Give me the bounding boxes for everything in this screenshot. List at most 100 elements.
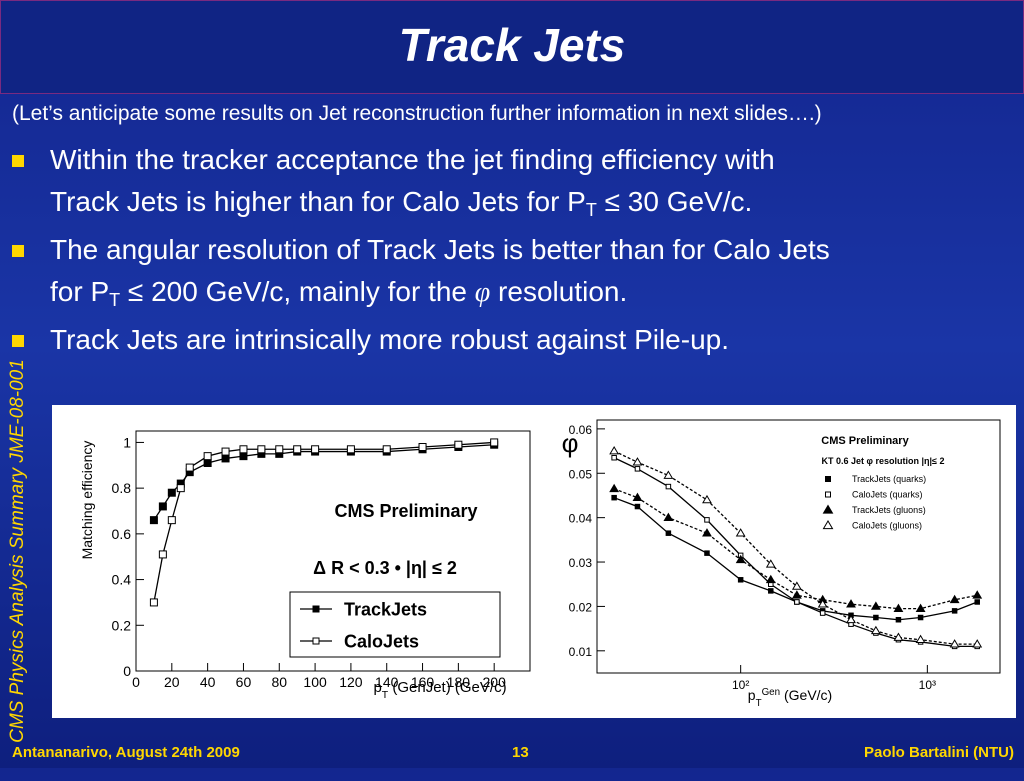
y-tick-label: 0.2	[112, 617, 132, 633]
bullet-text: Track Jets is higher than for Calo Jets …	[50, 186, 586, 217]
marker	[611, 454, 617, 461]
x-tick-label: 40	[200, 674, 216, 690]
marker	[735, 528, 746, 537]
subtitle: (Let’s anticipate some results on Jet re…	[12, 102, 822, 125]
marker	[665, 483, 672, 490]
subscript: T	[585, 200, 597, 220]
marker	[949, 639, 960, 648]
marker	[149, 598, 158, 607]
marker	[663, 512, 674, 521]
marker	[949, 594, 960, 604]
y-tick-label: 0.02	[569, 600, 593, 614]
marker	[609, 446, 620, 455]
y-tick-label: 0.6	[112, 526, 132, 542]
x-tick-label: 200	[483, 674, 507, 690]
plot-frame	[135, 430, 531, 672]
marker	[917, 614, 924, 621]
annotation: CMS Preliminary	[821, 435, 909, 447]
marker	[293, 445, 302, 454]
marker	[239, 445, 248, 454]
bullet-text: ≤ 30 GeV/c.	[596, 186, 753, 217]
legend-label: CaloJets (gluons)	[852, 521, 922, 531]
legend-marker	[822, 504, 834, 514]
marker	[158, 502, 167, 511]
bullet: Within the tracker acceptance the jet fi…	[50, 139, 775, 223]
legend-label: TrackJets (quarks)	[852, 474, 926, 484]
footer-page: 13	[512, 744, 529, 761]
legend-marker	[825, 476, 831, 482]
marker	[765, 559, 776, 568]
bullet-text: resolution.	[490, 276, 628, 307]
x-tick-label: 10³	[919, 678, 936, 692]
bullet-text: ≤ 200 GeV/c, mainly for the	[120, 276, 475, 307]
marker	[817, 599, 828, 608]
x-tick-label: 160	[411, 674, 435, 690]
side-text: CMS Physics Analysis Summary JME-08-001	[7, 359, 28, 743]
legend-marker	[312, 605, 320, 613]
y-tick-label: 0.04	[569, 512, 593, 526]
slide-title: Track Jets	[398, 19, 626, 71]
y-axis-label: Matching efficiency	[79, 441, 95, 560]
axis-label-part: Gen	[762, 687, 781, 698]
x-tick-label: 100	[303, 674, 327, 690]
x-tick-label: 120	[339, 674, 363, 690]
x-tick-label: 10²	[732, 678, 749, 692]
subscript: T	[109, 290, 121, 310]
plot-frame	[596, 419, 1001, 674]
marker	[915, 634, 926, 644]
marker	[634, 503, 641, 510]
marker	[870, 601, 881, 610]
marker	[768, 588, 774, 594]
legend-marker	[825, 491, 831, 498]
marker	[611, 494, 617, 501]
annotation: CMS Preliminary	[334, 501, 477, 521]
marker	[632, 492, 643, 502]
legend-label: CaloJets	[344, 631, 419, 651]
y-tick-label: 0.05	[569, 467, 593, 481]
axis-label-part: p	[373, 679, 381, 696]
marker	[632, 457, 643, 466]
series-line	[613, 488, 978, 610]
marker	[794, 599, 800, 605]
annotation: KT 0.6 Jet φ resolution |η|≤ 2	[822, 456, 945, 466]
marker	[382, 445, 391, 454]
marker	[454, 440, 463, 449]
marker	[819, 610, 826, 616]
marker	[149, 516, 158, 525]
marker	[609, 483, 620, 493]
marker	[203, 452, 212, 461]
marker	[846, 614, 856, 624]
bullet-text: The angular resolution of Track Jets is …	[50, 234, 830, 265]
marker	[765, 574, 776, 584]
marker	[665, 530, 672, 536]
marker	[791, 581, 802, 590]
bullet-text: for P	[50, 276, 110, 307]
legend-marker	[312, 637, 320, 645]
footer-right: Paolo Bartalini (NTU)	[863, 744, 1014, 761]
marker	[239, 452, 248, 461]
legend-label: TrackJets (gluons)	[852, 505, 926, 515]
legend-label: TrackJets	[344, 599, 427, 619]
marker	[870, 625, 881, 635]
marker	[704, 550, 710, 556]
axis-label-part: T	[756, 698, 762, 709]
legend-box	[289, 591, 501, 658]
marker	[167, 488, 176, 497]
legend-label: CaloJets (quarks)	[852, 490, 923, 500]
marker	[704, 517, 710, 523]
axis-label-part: p	[748, 687, 756, 703]
axis-label-part: (GenJet) (GeV/c)	[388, 679, 506, 696]
marker	[791, 590, 802, 599]
y-tick-label: 0.06	[569, 423, 593, 437]
marker	[972, 639, 983, 648]
footer-left: Antananarivo, August 24th 2009	[12, 744, 240, 761]
marker	[490, 438, 499, 447]
x-axis-label: pTGen (GeV/c)	[748, 687, 832, 709]
y-tick-label: 0.03	[569, 556, 593, 570]
marker	[873, 614, 879, 621]
marker	[221, 447, 230, 456]
marker	[737, 577, 744, 583]
marker	[346, 445, 355, 454]
